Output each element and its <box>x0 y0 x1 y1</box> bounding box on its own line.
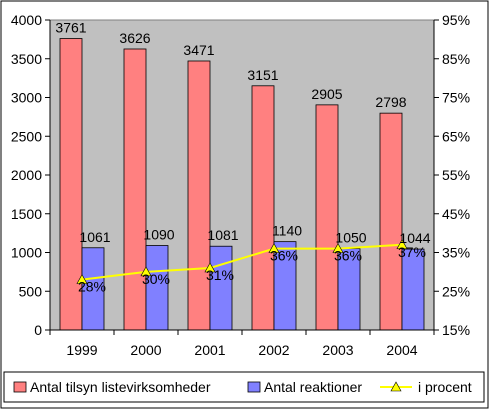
percent-label: 30% <box>142 271 170 287</box>
y-right-tick-label: 35% <box>442 245 470 261</box>
legend-label-procent: i procent <box>418 379 472 395</box>
y-left-tick-label: 1500 <box>11 206 42 222</box>
x-tick-label: 2004 <box>386 342 417 358</box>
percent-label: 28% <box>78 279 106 295</box>
bar-antal-tilsyn-listevirksomheder-2003 <box>315 104 339 331</box>
y-right-tick-label: 75% <box>442 90 470 106</box>
data-label: 1044 <box>399 230 430 246</box>
bar-antal-reaktioner-2004 <box>401 248 425 331</box>
percent-label: 36% <box>334 248 362 264</box>
line-point-marker <box>76 274 88 284</box>
legend-label-reaktioner: Antal reaktioner <box>264 379 362 395</box>
legend-label-tilsyn: Antal tilsyn listevirksomheder <box>30 379 211 395</box>
data-label: 1061 <box>79 229 110 245</box>
y-left-tick-label: 4000 <box>11 12 42 28</box>
data-label: 3626 <box>119 30 150 46</box>
line-layer <box>76 239 408 284</box>
y-left-tick-label: 1000 <box>11 245 42 261</box>
legend: Antal tilsyn listevirksomheder Antal reak… <box>3 371 485 403</box>
line-point-marker <box>268 243 280 253</box>
y-right-tick-label: 25% <box>442 283 470 299</box>
bar-antal-tilsyn-listevirksomheder-2004 <box>379 112 403 331</box>
y-left-tick-label: 0 <box>34 322 42 338</box>
legend-swatch-reaktioner <box>247 381 261 393</box>
legend-marker-procent <box>390 381 402 392</box>
data-label: 2905 <box>311 86 342 102</box>
data-label: 3471 <box>183 42 214 58</box>
axes-layer: 0 500 1000 1500 2000 2500 3000 3500 4000 15% 25% 35… <box>11 12 470 358</box>
data-label: 3151 <box>247 67 278 83</box>
data-label: 1081 <box>207 227 238 243</box>
bar-antal-tilsyn-listevirksomheder-2001 <box>187 60 211 331</box>
line-point-marker <box>396 239 408 250</box>
line-series-i-procent <box>81 243 403 281</box>
line-point-marker <box>204 262 216 273</box>
percent-label: 31% <box>206 267 234 283</box>
x-tick-label: 2003 <box>322 342 353 358</box>
data-label: 1090 <box>143 227 174 243</box>
x-tick-label: 2001 <box>194 342 225 358</box>
y-right-tick-label: 45% <box>442 206 470 222</box>
y-right-tick-label: 15% <box>442 322 470 338</box>
data-label: 2798 <box>375 94 406 110</box>
y-left-tick-label: 2000 <box>11 167 42 183</box>
labels-layer: 3761 3626 3471 3151 2905 2798 1061 1090 1081 1140… <box>55 20 430 295</box>
data-label: 1140 <box>272 223 302 239</box>
bar-antal-reaktioner-2001 <box>209 245 233 331</box>
y-left-tick-label: 500 <box>19 283 43 299</box>
y-left-tick-label: 3500 <box>11 51 42 67</box>
y-right-tick-label: 85% <box>442 51 470 67</box>
bar-antal-reaktioner-2000 <box>145 245 169 331</box>
line-point-marker <box>332 243 344 253</box>
bars-layer <box>59 38 425 331</box>
x-tick-label: 2002 <box>258 342 289 358</box>
y-left-tick-label: 2500 <box>11 128 42 144</box>
y-right-tick-label: 95% <box>442 12 470 28</box>
x-tick-label: 2000 <box>130 342 161 358</box>
percent-label: 37% <box>398 244 426 260</box>
y-right-tick-label: 55% <box>442 167 470 183</box>
legend-swatch-tilsyn <box>13 381 27 393</box>
data-label: 3761 <box>55 20 86 36</box>
y-right-tick-label: 65% <box>442 128 470 144</box>
bar-antal-tilsyn-listevirksomheder-2002 <box>251 85 275 331</box>
bar-antal-tilsyn-listevirksomheder-2000 <box>123 48 147 331</box>
x-tick-label: 1999 <box>66 342 97 358</box>
percent-label: 36% <box>270 248 298 264</box>
line-point-marker <box>140 266 152 277</box>
plot-area <box>49 19 435 331</box>
data-label: 1050 <box>335 230 366 246</box>
y-left-tick-label: 3000 <box>11 90 42 106</box>
